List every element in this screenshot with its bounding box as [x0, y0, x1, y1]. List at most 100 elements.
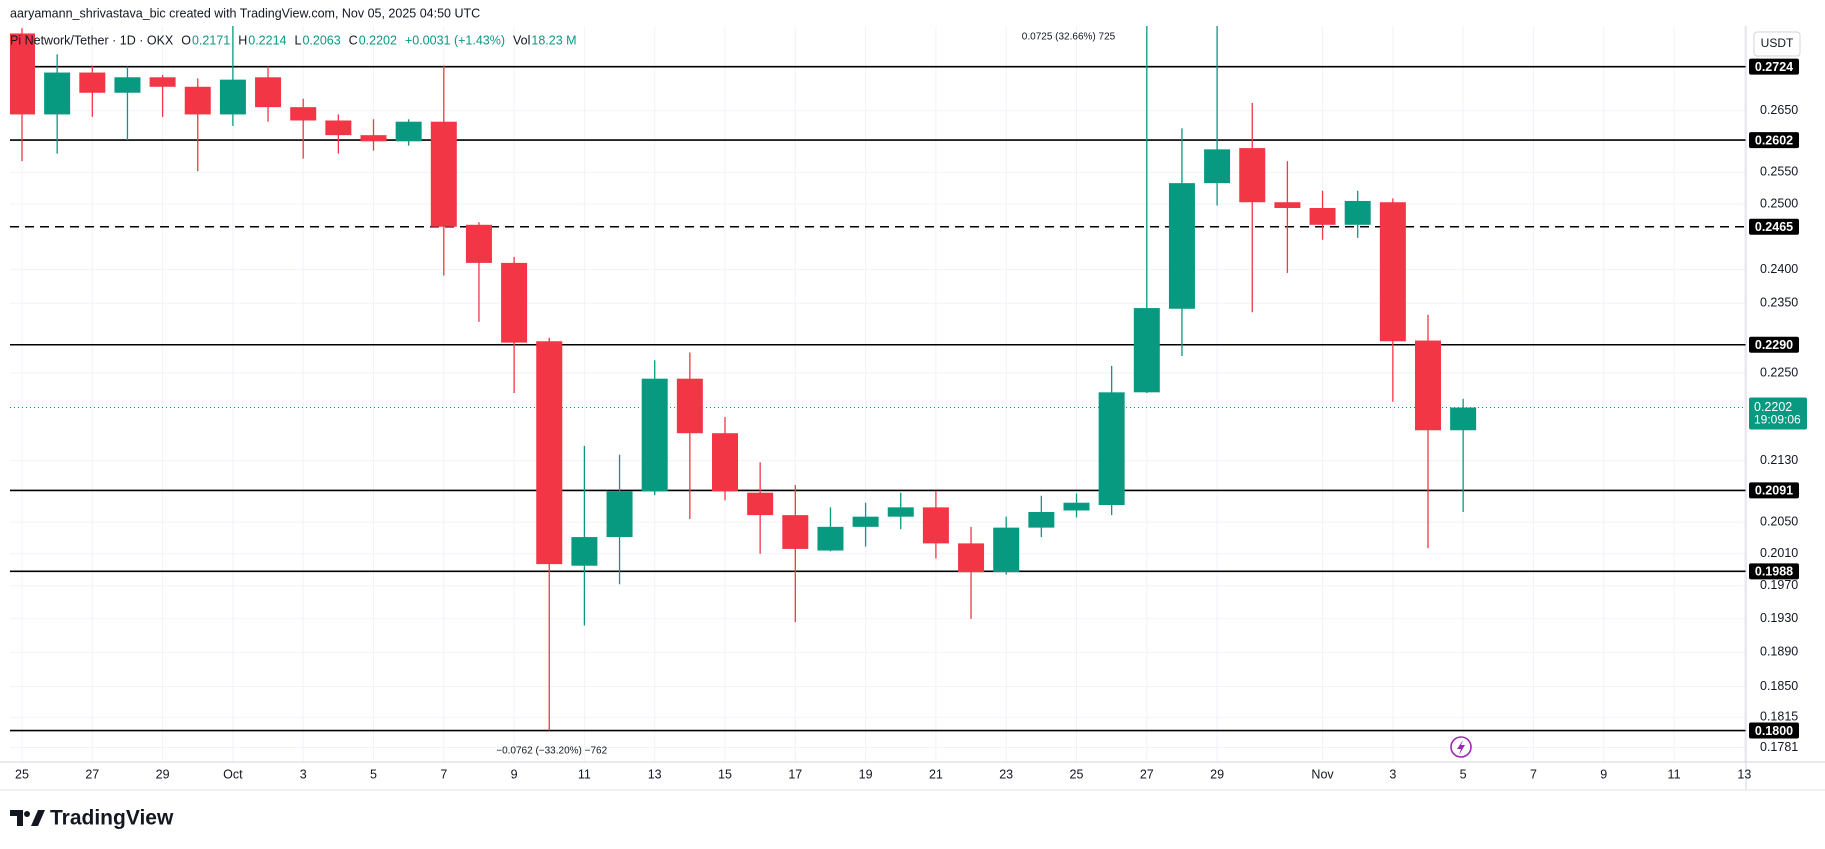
legend-value: 0.2214: [248, 33, 286, 47]
legend-value: 0.2202: [359, 33, 397, 47]
legend-key: Vol: [513, 33, 530, 47]
candle-body: [79, 72, 106, 93]
candle-body: [1450, 407, 1477, 431]
candle-body: [290, 107, 317, 121]
candle-body: [1274, 202, 1301, 209]
level-label-box: [1749, 132, 1799, 149]
logo-part: [24, 811, 30, 817]
y-tick-label: 0.2010: [1760, 546, 1798, 560]
candle-body: [676, 378, 703, 434]
candle-body: [1133, 308, 1160, 393]
y-tick-label: 0.2500: [1760, 196, 1798, 210]
candle-body: [922, 507, 949, 544]
x-tick-label: 19: [859, 767, 873, 781]
candle-body: [993, 527, 1020, 573]
legend-key: H: [238, 33, 247, 47]
currency-box[interactable]: [1753, 31, 1801, 57]
candle-body: [501, 262, 528, 343]
candle-body: [219, 79, 246, 115]
candle-body: [958, 543, 985, 573]
candle-body: [1379, 202, 1406, 342]
level-label: 0.2091: [1755, 484, 1793, 498]
x-tick-label: 11: [578, 767, 591, 781]
candle-body: [536, 341, 563, 565]
candle-body: [184, 86, 211, 115]
candle-body: [1415, 340, 1441, 431]
level-label: 0.2724: [1755, 60, 1793, 74]
brand-logo: [10, 810, 45, 826]
x-tick-label: 5: [370, 767, 377, 781]
y-tick-label: 0.2400: [1760, 262, 1798, 276]
logo-part: [31, 810, 45, 826]
level-label: 0.1800: [1755, 724, 1793, 738]
legend-symbol: Pi Network/Tether · 1D · OKX: [10, 33, 174, 47]
legend-key: C: [349, 33, 358, 47]
alert-icon[interactable]: [1450, 736, 1472, 758]
legend-value: 18.23 M: [531, 33, 576, 47]
level-label-box: [1749, 482, 1799, 499]
y-tick-label: 0.1781: [1760, 740, 1798, 754]
legend-value: +0.0031 (+1.43%): [405, 33, 505, 47]
x-tick-label: 29: [1210, 767, 1224, 781]
candle-body: [1098, 392, 1125, 506]
candle-body: [1239, 148, 1266, 203]
x-tick-label: 11: [1668, 767, 1681, 781]
annotation: −0.0762 (−33.20%) −762: [496, 746, 607, 757]
current-price-label: 0.2202: [1754, 400, 1792, 414]
alert-bolt: [1457, 740, 1465, 755]
x-tick-label: 17: [788, 767, 802, 781]
candle-body: [325, 120, 352, 136]
candle-body: [465, 224, 492, 263]
legend-key: L: [294, 33, 301, 47]
legend-key: O: [181, 33, 191, 47]
candle-body: [114, 77, 141, 93]
x-tick-label: 27: [1140, 767, 1154, 781]
level-label: 0.1988: [1755, 565, 1793, 579]
annotation: 0.0725 (32.66%) 725: [1022, 32, 1116, 43]
x-tick-label: Nov: [1311, 767, 1334, 781]
candle-body: [44, 72, 71, 115]
candle-body: [255, 77, 282, 108]
x-tick-label: 25: [1070, 767, 1084, 781]
level-label-box: [1749, 58, 1799, 75]
candle-body: [852, 516, 879, 527]
x-tick-label: 13: [648, 767, 662, 781]
candle-body: [782, 515, 809, 549]
x-tick-label: 21: [929, 767, 943, 781]
x-tick-label: 7: [440, 767, 447, 781]
x-tick-label: 15: [718, 767, 732, 781]
y-tick-label: 0.2350: [1760, 296, 1798, 310]
candle-body: [817, 526, 844, 551]
current-price-box: [1749, 397, 1807, 430]
candle-body: [10, 33, 35, 115]
level-label: 0.2602: [1755, 133, 1793, 147]
x-tick-label: 9: [1600, 767, 1607, 781]
x-tick-label: 29: [156, 767, 170, 781]
y-tick-label: 0.2650: [1760, 103, 1798, 117]
y-tick-label: 0.1930: [1760, 611, 1798, 625]
candle-body: [747, 492, 774, 516]
level-label-box: [1749, 218, 1799, 235]
legend-value: 0.2171: [192, 33, 230, 47]
countdown: 19:09:06: [1754, 413, 1801, 427]
x-tick-label: 23: [999, 767, 1013, 781]
x-tick-label: 5: [1460, 767, 1467, 781]
candle-body: [1344, 200, 1371, 225]
y-tick-label: 0.1890: [1760, 645, 1798, 659]
header-title: aaryamann_shrivastava_bic created with T…: [10, 6, 480, 20]
y-tick-label: 0.2250: [1760, 365, 1798, 379]
candle-body: [712, 433, 738, 492]
logo-part: [10, 810, 23, 826]
candle-body: [1063, 502, 1090, 511]
candle-body: [430, 121, 457, 227]
candle-body: [606, 491, 633, 538]
y-tick-label: 0.1815: [1760, 710, 1798, 724]
x-tick-label: 25: [15, 767, 29, 781]
candle-body: [149, 77, 176, 87]
candle-body: [887, 507, 914, 517]
x-tick-label: 27: [85, 767, 99, 781]
level-label-box: [1749, 336, 1799, 353]
y-tick-label: 0.1850: [1760, 679, 1798, 693]
candle-body: [1309, 208, 1336, 225]
